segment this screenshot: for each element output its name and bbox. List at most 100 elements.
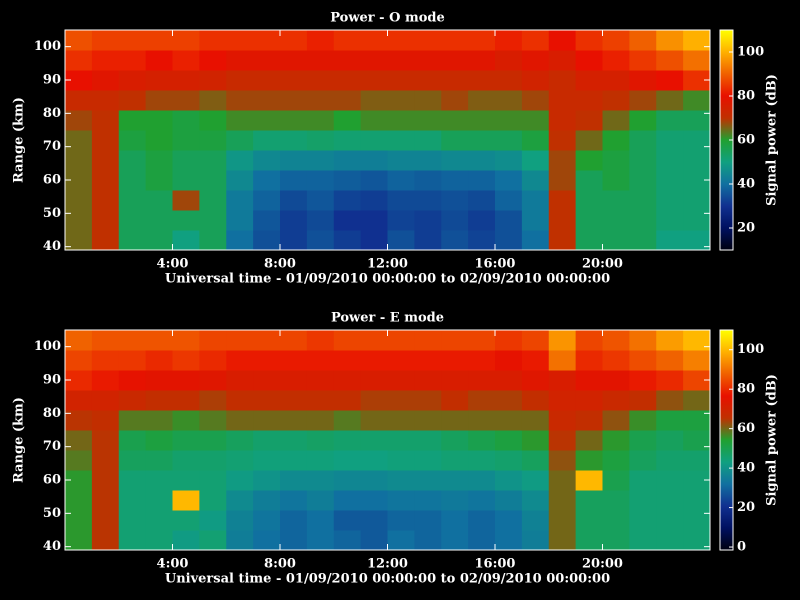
heatmap-cell — [548, 350, 577, 371]
heatmap-cell — [91, 470, 120, 491]
heatmap-cell — [387, 490, 415, 511]
heatmap-cell — [306, 530, 335, 550]
heatmap-cell — [602, 230, 630, 250]
heatmap-cell — [306, 90, 335, 111]
heatmap-cell — [468, 490, 496, 511]
heatmap-cell — [414, 410, 442, 431]
heatmap-cell — [306, 50, 335, 71]
heatmap-cell — [521, 90, 550, 111]
heatmap-cell — [575, 530, 603, 550]
heatmap-cell — [306, 70, 335, 91]
heatmap-cell — [414, 50, 442, 71]
heatmap-cell — [226, 410, 254, 431]
heatmap-cell — [387, 230, 415, 250]
colorbar-tick-label: 80 — [737, 382, 755, 397]
colorbar-tick-label: 100 — [737, 45, 764, 60]
heatmap-cell — [521, 450, 550, 471]
heatmap-cell — [548, 430, 577, 451]
heatmap-cell — [441, 230, 469, 250]
heatmap-cell — [91, 150, 120, 171]
heatmap-cell — [65, 510, 93, 531]
heatmap-cell — [333, 470, 362, 491]
heatmap-cell — [629, 470, 657, 491]
heatmap-cell — [548, 110, 577, 131]
heatmap-cell — [333, 190, 362, 211]
heatmap-cell — [656, 330, 684, 351]
y-axis-label: Range (km) — [12, 397, 27, 483]
colorbar-label: Signal power (dB) — [765, 374, 780, 506]
heatmap-cell — [145, 70, 173, 91]
heatmap-cell — [441, 190, 469, 211]
x-tick-label: 12:00 — [367, 257, 408, 272]
heatmap-cell — [253, 110, 281, 131]
heatmap-cell — [468, 210, 496, 231]
heatmap-cell — [333, 390, 362, 411]
heatmap-cell — [683, 510, 710, 531]
heatmap-cell — [145, 350, 173, 371]
heatmap-cell — [172, 50, 200, 71]
heatmap-cell — [521, 130, 550, 151]
heatmap-cell — [575, 190, 603, 211]
heatmap-cell — [441, 450, 469, 471]
heatmap-cell — [226, 70, 254, 91]
heatmap-cell — [602, 390, 630, 411]
heatmap-cell — [91, 490, 120, 511]
heatmap-cell — [333, 330, 362, 351]
heatmap-cell — [226, 110, 254, 131]
heatmap-cell — [199, 90, 227, 111]
heatmap-cell — [521, 370, 550, 391]
heatmap-cell — [65, 490, 93, 511]
heatmap-cell — [468, 390, 496, 411]
heatmap-cell — [683, 350, 710, 371]
heatmap-cell — [441, 330, 469, 351]
heatmap-cell — [521, 70, 550, 91]
heatmap-cell — [387, 170, 415, 191]
heatmap-cell — [387, 110, 415, 131]
heatmap-cell — [145, 170, 173, 191]
heatmap-cell — [656, 190, 684, 211]
heatmap-cell — [575, 330, 603, 351]
heatmap-cell — [91, 230, 120, 250]
heatmap-cell — [521, 230, 550, 250]
heatmap-cell — [656, 450, 684, 471]
heatmap-cell — [253, 330, 281, 351]
heatmap-cell — [91, 410, 120, 431]
heatmap-cell — [521, 210, 550, 231]
heatmap-cell — [118, 390, 147, 411]
heatmap-cell — [253, 70, 281, 91]
heatmap-cell — [333, 30, 362, 51]
heatmap-cell — [387, 530, 415, 550]
heatmap-cell — [521, 190, 550, 211]
colorbar-tick-label: 40 — [737, 461, 755, 476]
heatmap-cell — [468, 530, 496, 550]
heatmap-cell — [441, 470, 469, 491]
heatmap-cell — [118, 190, 147, 211]
heatmap-cell — [575, 410, 603, 431]
heatmap-cell — [387, 330, 415, 351]
heatmap-cell — [172, 210, 200, 231]
heatmap-cell — [602, 90, 630, 111]
heatmap-cell — [226, 490, 254, 511]
heatmap-cell — [360, 210, 388, 231]
heatmap-cell — [521, 150, 550, 171]
heatmap-cell — [360, 50, 388, 71]
heatmap-cell — [118, 230, 147, 250]
heatmap-cell — [656, 430, 684, 451]
heatmap-cell — [414, 170, 442, 191]
heatmap-cell — [387, 50, 415, 71]
heatmap-cell — [629, 30, 657, 51]
heatmap-cell — [65, 170, 93, 191]
heatmap-cell — [441, 350, 469, 371]
heatmap-cell — [360, 90, 388, 111]
heatmap-cell — [629, 70, 657, 91]
heatmap-cell — [65, 370, 93, 391]
heatmap-cell — [495, 410, 523, 431]
heatmap-cell — [145, 30, 173, 51]
heatmap-cell — [118, 50, 147, 71]
heatmap-cell — [575, 150, 603, 171]
heatmap-cell — [495, 210, 523, 231]
y-tick-label: 100 — [34, 39, 61, 54]
heatmap-cell — [199, 130, 227, 151]
heatmap-cell — [65, 230, 93, 250]
y-axis-label: Range (km) — [12, 97, 27, 183]
